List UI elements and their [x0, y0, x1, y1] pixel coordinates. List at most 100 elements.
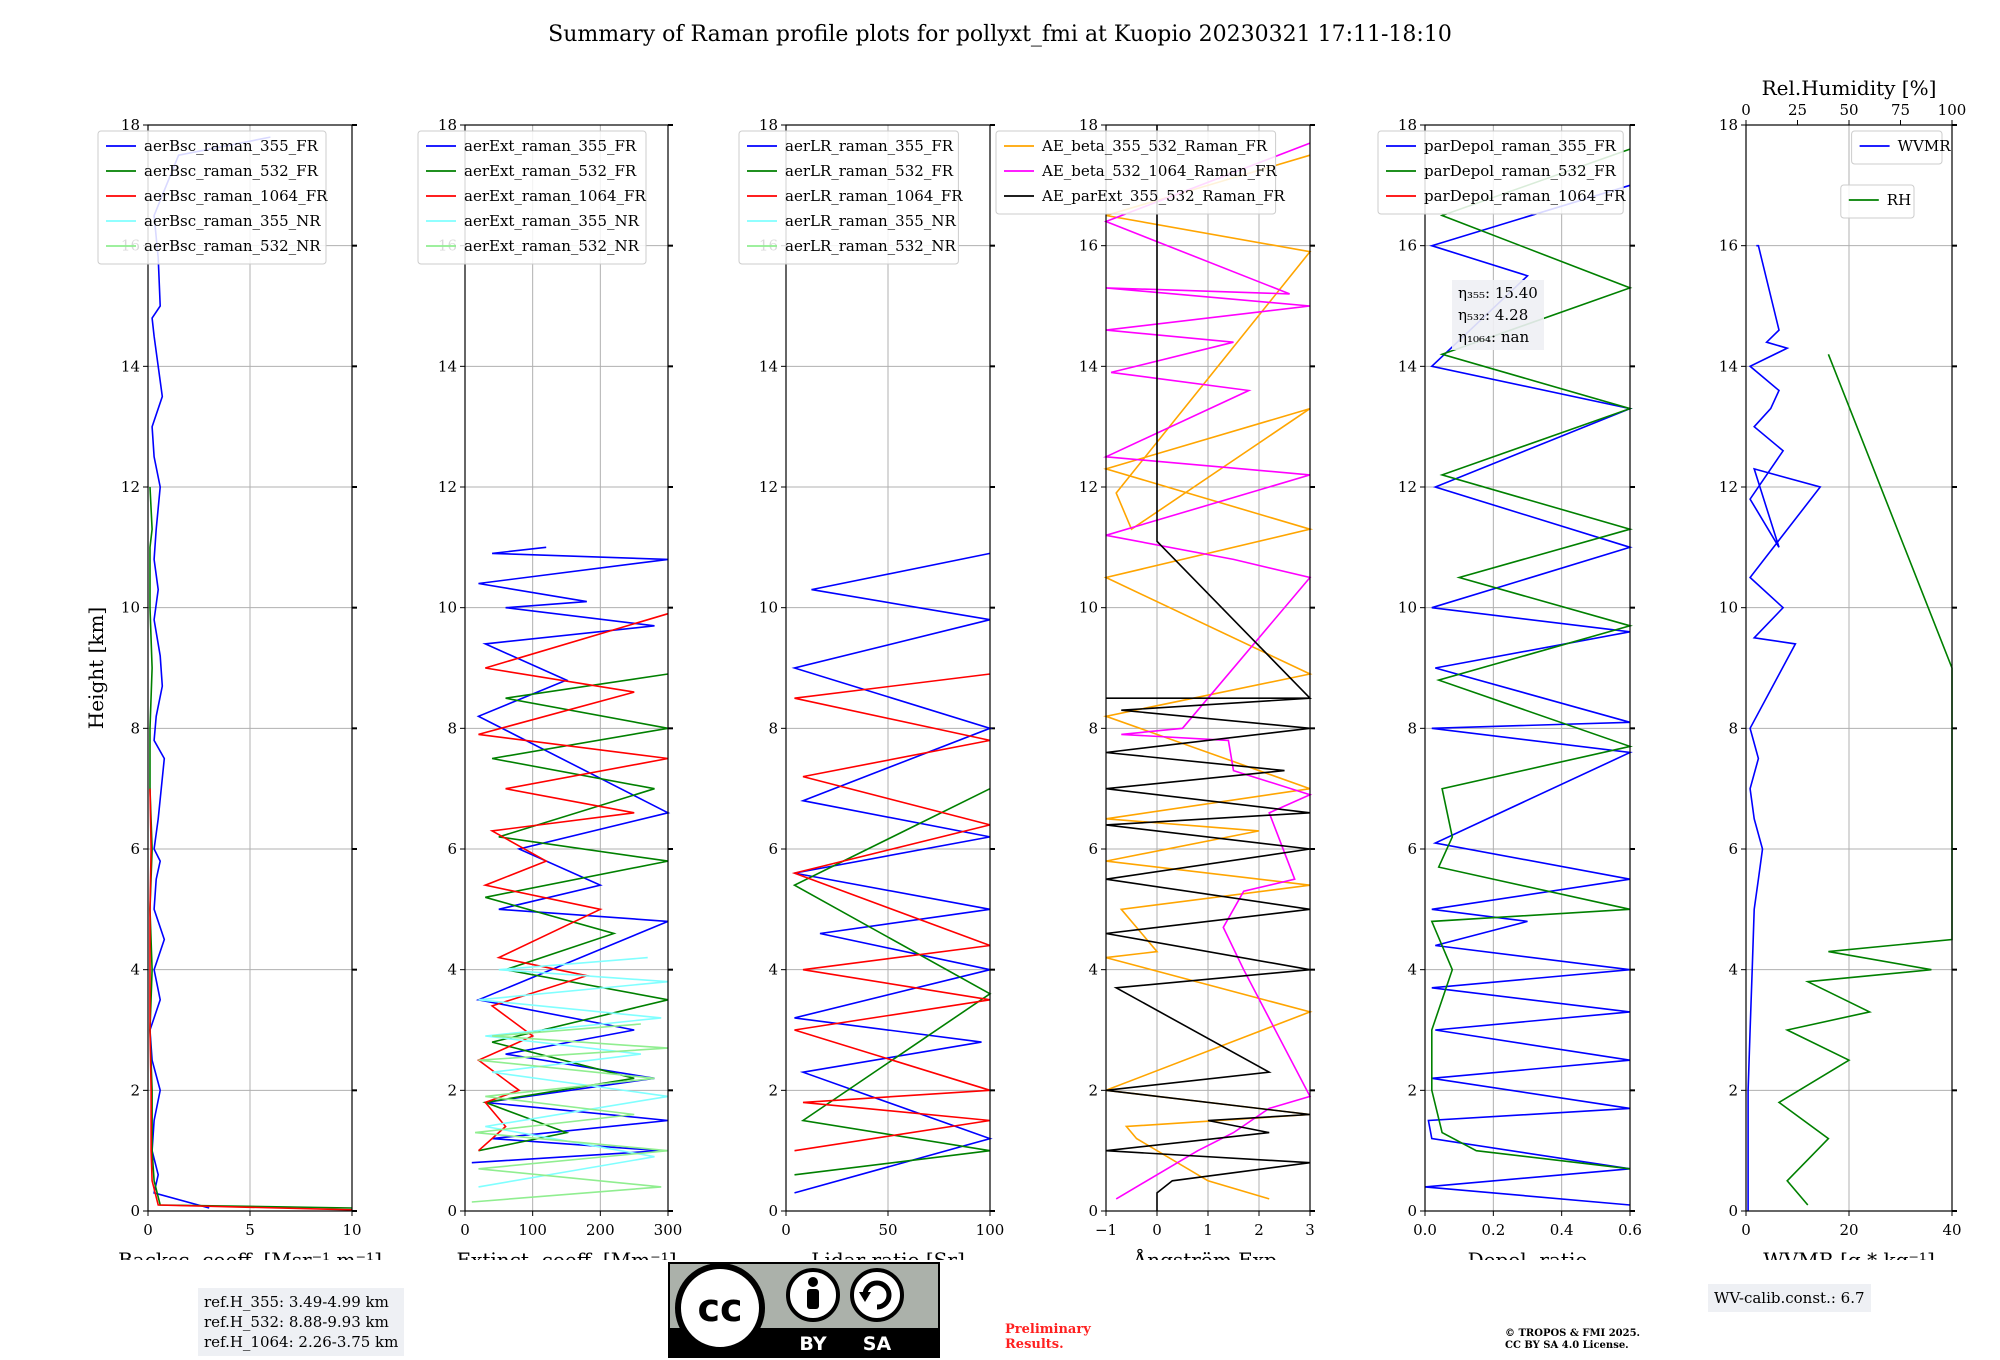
legend-entry-aerBsc_raman_355_NR: aerBsc_raman_355_NR [144, 212, 321, 230]
top-axis-label: Rel.Humidity [%] [1762, 76, 1937, 100]
y-tick-label: 18 [121, 116, 140, 134]
series-line-parDepol_raman_355_FR [1424, 184, 1633, 1206]
series-line-aerExt_raman_532_FR [478, 673, 669, 1152]
y-tick-label: 6 [1407, 840, 1417, 858]
legend-box [1851, 130, 1943, 165]
x-tick-label: 40 [1942, 1221, 1961, 1239]
y-tick-label: 8 [1407, 719, 1417, 737]
eta-annotation-box: η₃₅₅: 15.40 η₅₃₂: 4.28 η₁₀₆₄: nan [1452, 280, 1544, 350]
series-line-aerExt_raman_355_NR [478, 956, 669, 1188]
y-tick-label: 18 [438, 116, 457, 134]
preliminary-line-2: Results. [1005, 1337, 1064, 1352]
y-tick-label: 12 [438, 478, 457, 496]
legend-entry-AE_beta_532_1064_Raman_FR: AE_beta_532_1064_Raman_FR [1041, 162, 1277, 180]
copyright-line-1: © TROPOS & FMI 2025. [1505, 1328, 1641, 1339]
x-tick-label: 10 [342, 1221, 361, 1239]
legend-box [738, 130, 959, 265]
y-tick-label: 12 [1719, 478, 1738, 496]
series-line-WVMR [1747, 244, 1822, 1211]
legend-entry-aerLR_raman_1064_FR: aerLR_raman_1064_FR [785, 187, 963, 205]
axes-frame [1105, 124, 1311, 1212]
legend-entry-aerLR_raman_355_FR: aerLR_raman_355_FR [785, 137, 954, 155]
y-tick-label: 10 [1719, 599, 1738, 617]
x-axis-label: Lidar ratio [Sr] [811, 1248, 965, 1260]
axes-frame [1424, 124, 1631, 1212]
series-line-AE_parExt_355_532_Raman_FR [1105, 125, 1312, 1211]
y-tick-label: 10 [1398, 599, 1417, 617]
series-line-aerBsc_raman_355_FR [149, 136, 271, 1209]
y-tick-label: 6 [1728, 840, 1738, 858]
y-tick-label: 0 [130, 1202, 140, 1220]
series-line-AE_beta_532_1064_Raman_FR [1102, 142, 1313, 1200]
x-axis-label: Backsc. coeff. [Msr⁻¹ m⁻¹] [118, 1248, 382, 1260]
y-tick-label: 8 [130, 719, 140, 737]
y-tick-label: 8 [447, 719, 457, 737]
x-tick-label: 3 [1305, 1221, 1315, 1239]
legend-entry-aerBsc_raman_1064_FR: aerBsc_raman_1064_FR [144, 187, 328, 205]
legend-box [417, 130, 647, 265]
y-tick-label: 10 [438, 599, 457, 617]
y-tick-label: 18 [1398, 116, 1417, 134]
legend-entry-aerBsc_raman_355_FR: aerBsc_raman_355_FR [144, 137, 319, 155]
y-tick-label: 2 [1088, 1081, 1098, 1099]
y-tick-label: 0 [1407, 1202, 1417, 1220]
y-tick-label: 10 [121, 599, 140, 617]
axes-frame [785, 124, 991, 1212]
legend-box [1840, 184, 1915, 219]
by-label: BY [799, 1333, 826, 1355]
y-tick-label: 18 [759, 116, 778, 134]
y-tick-label: 4 [1088, 961, 1098, 979]
y-tick-label: 12 [121, 478, 140, 496]
wv-calibration-box: WV-calib.const.: 6.7 [1708, 1284, 1871, 1312]
y-tick-label: 14 [1079, 357, 1098, 375]
x-axis-label: Extinct. coeff. [Mm⁻¹] [456, 1248, 676, 1260]
x-axis-label: Ångström Exp. [1132, 1247, 1283, 1260]
legend-box [1377, 130, 1624, 215]
legend-entry-aerExt_raman_355_FR: aerExt_raman_355_FR [464, 137, 637, 155]
ref-height-1064: ref.H_1064: 2.26-3.75 km [204, 1333, 399, 1351]
series-line-RH [1777, 354, 1953, 1206]
sa-label: SA [863, 1333, 892, 1355]
axes-frame [147, 124, 353, 1212]
top-tick-label: 50 [1839, 101, 1858, 119]
legend-entry-aerLR_raman_532_NR: aerLR_raman_532_NR [785, 237, 956, 255]
y-tick-label: 10 [1079, 599, 1098, 617]
y-tick-label: 4 [1407, 961, 1417, 979]
x-tick-label: −1 [1095, 1221, 1117, 1239]
x-tick-label: 0.0 [1413, 1221, 1437, 1239]
series-line-aerLR_raman_355_FR [791, 552, 993, 1194]
x-tick-label: 0 [1152, 1221, 1162, 1239]
y-tick-label: 8 [1088, 719, 1098, 737]
x-tick-label: 0 [460, 1221, 470, 1239]
ref-height-355: ref.H_355: 3.49-4.99 km [204, 1293, 389, 1311]
y-tick-label: 14 [1719, 357, 1738, 375]
x-tick-label: 0.4 [1550, 1221, 1574, 1239]
legend-box [97, 130, 327, 265]
x-axis-label: WVMR [g * kg⁻¹] [1763, 1248, 1935, 1260]
x-tick-label: 100 [976, 1221, 1005, 1239]
top-tick-label: 0 [1741, 101, 1751, 119]
y-tick-label: 6 [130, 840, 140, 858]
y-tick-label: 4 [130, 961, 140, 979]
x-tick-label: 100 [518, 1221, 547, 1239]
y-tick-label: 2 [1407, 1081, 1417, 1099]
x-tick-label: 50 [878, 1221, 897, 1239]
y-tick-label: 12 [1079, 478, 1098, 496]
copyright-note: © TROPOS & FMI 2025. CC BY SA 4.0 Licens… [1505, 1328, 1640, 1352]
ref-height-532: ref.H_532: 8.88-9.93 km [204, 1313, 389, 1331]
y-tick-label: 2 [447, 1081, 457, 1099]
x-tick-label: 0 [1741, 1221, 1751, 1239]
cc-logo-text: cc [697, 1286, 742, 1330]
copyright-line-2: CC BY SA 4.0 License. [1505, 1340, 1629, 1351]
legend-entry-AE_beta_355_532_Raman_FR: AE_beta_355_532_Raman_FR [1041, 137, 1268, 155]
legend-entry-aerExt_raman_532_FR: aerExt_raman_532_FR [464, 162, 637, 180]
y-tick-label: 6 [447, 840, 457, 858]
y-tick-label: 16 [1719, 237, 1738, 255]
series-line-aerExt_raman_1064_FR [476, 612, 669, 1152]
y-tick-label: 0 [768, 1202, 778, 1220]
top-tick-label: 25 [1788, 101, 1807, 119]
y-tick-label: 2 [768, 1081, 778, 1099]
y-tick-label: 8 [1728, 719, 1738, 737]
y-tick-label: 10 [759, 599, 778, 617]
wv-calibration-text: WV-calib.const.: 6.7 [1714, 1289, 1865, 1307]
